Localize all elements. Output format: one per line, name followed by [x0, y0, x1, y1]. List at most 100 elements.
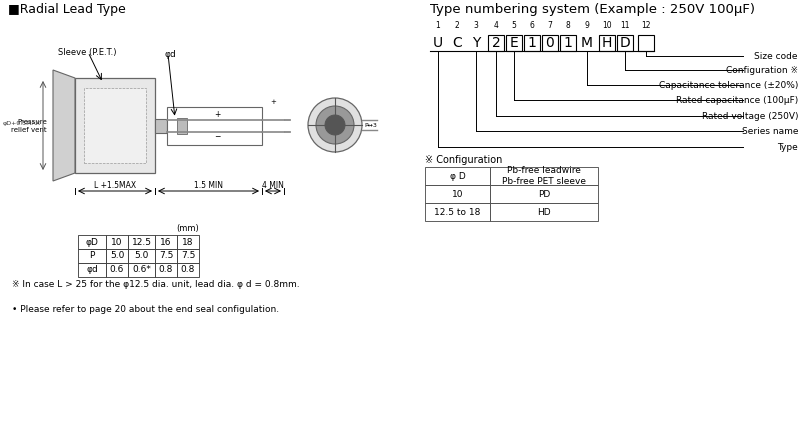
Bar	[490, 185, 598, 203]
Circle shape	[308, 98, 362, 152]
Text: 9: 9	[585, 21, 590, 30]
Bar	[128, 263, 155, 277]
Bar	[490, 167, 598, 185]
Text: +: +	[214, 109, 220, 118]
Text: P↔3: P↔3	[364, 123, 377, 128]
Bar	[506, 35, 522, 51]
Text: φD+0.5MAX: φD+0.5MAX	[3, 121, 41, 126]
Text: Capacitance tolerance (±20%): Capacitance tolerance (±20%)	[658, 81, 798, 89]
Text: Configuration ※: Configuration ※	[726, 66, 798, 74]
Bar	[638, 35, 654, 51]
Bar	[128, 235, 155, 249]
Text: 8: 8	[566, 21, 570, 30]
Text: 5.0: 5.0	[134, 252, 149, 260]
Text: φd: φd	[164, 50, 176, 59]
Text: ※ In case L > 25 for the φ12.5 dia. unit, lead dia. φ d = 0.8mm.: ※ In case L > 25 for the φ12.5 dia. unit…	[12, 280, 300, 289]
Bar	[155, 263, 177, 277]
Bar	[78, 235, 106, 249]
Text: 4: 4	[494, 21, 498, 30]
Bar	[425, 167, 490, 185]
Polygon shape	[53, 70, 75, 181]
Text: 12.5 to 18: 12.5 to 18	[434, 207, 481, 217]
Text: C: C	[452, 36, 462, 50]
Text: ■Radial Lead Type: ■Radial Lead Type	[8, 3, 126, 16]
Text: 5: 5	[511, 21, 517, 30]
Text: 0: 0	[546, 36, 554, 50]
Bar	[177, 249, 199, 263]
Bar	[106, 263, 128, 277]
Text: Pb-free leadwire
Pb-free PET sleeve: Pb-free leadwire Pb-free PET sleeve	[502, 166, 586, 186]
Bar	[177, 235, 199, 249]
Text: 7.5: 7.5	[159, 252, 173, 260]
Text: 10: 10	[111, 237, 122, 246]
Text: P: P	[90, 252, 94, 260]
Text: E: E	[510, 36, 518, 50]
Text: Type numbering system (Example : 250V 100μF): Type numbering system (Example : 250V 10…	[430, 3, 755, 16]
Text: 0.8: 0.8	[181, 265, 195, 275]
Text: 10: 10	[452, 190, 463, 198]
Text: U: U	[433, 36, 443, 50]
Bar	[78, 249, 106, 263]
Text: 16: 16	[160, 237, 172, 246]
Bar	[488, 35, 504, 51]
Text: HD: HD	[537, 207, 551, 217]
Text: 3: 3	[474, 21, 478, 30]
Text: 11: 11	[620, 21, 630, 30]
Text: 10: 10	[602, 21, 612, 30]
Text: 4 MIN: 4 MIN	[262, 181, 284, 190]
Circle shape	[316, 106, 354, 144]
Text: Sleeve (P.E.T.): Sleeve (P.E.T.)	[58, 48, 117, 57]
Text: ※ Configuration: ※ Configuration	[425, 155, 502, 165]
Text: 1: 1	[563, 36, 573, 50]
Bar	[78, 263, 106, 277]
Text: φD: φD	[86, 237, 98, 246]
Text: 7.5: 7.5	[181, 252, 195, 260]
Bar	[167, 106, 262, 144]
Bar	[106, 249, 128, 263]
Text: Rated voltage (250V): Rated voltage (250V)	[702, 112, 798, 120]
Bar	[284, 131, 290, 132]
Text: Y: Y	[472, 36, 480, 50]
Bar	[284, 119, 290, 120]
Text: H: H	[602, 36, 612, 50]
Text: 6: 6	[530, 21, 534, 30]
Bar	[84, 88, 146, 163]
Text: φd: φd	[86, 265, 98, 275]
Text: 1: 1	[527, 36, 537, 50]
Bar	[155, 235, 177, 249]
Text: L +1.5MAX: L +1.5MAX	[94, 181, 136, 190]
Bar	[524, 35, 540, 51]
Text: 5.0: 5.0	[110, 252, 124, 260]
Text: 1.5 MIN: 1.5 MIN	[194, 181, 223, 190]
Text: 0.6*: 0.6*	[132, 265, 151, 275]
Text: 2: 2	[454, 21, 459, 30]
Text: Pressure: Pressure	[18, 118, 47, 124]
Text: 7: 7	[547, 21, 553, 30]
Bar	[542, 35, 558, 51]
Text: Type: Type	[778, 143, 798, 152]
Bar	[425, 203, 490, 221]
Text: −: −	[214, 132, 220, 141]
Bar	[490, 203, 598, 221]
Bar	[75, 78, 155, 173]
Text: (mm): (mm)	[176, 224, 199, 233]
Text: M: M	[581, 36, 593, 50]
Text: 12.5: 12.5	[131, 237, 151, 246]
Bar	[599, 35, 615, 51]
Text: 0.6: 0.6	[110, 265, 124, 275]
Text: Series name: Series name	[742, 127, 798, 136]
Text: φ D: φ D	[450, 171, 466, 180]
Text: 12: 12	[642, 21, 650, 30]
Text: 2: 2	[492, 36, 500, 50]
Text: Size code: Size code	[754, 51, 798, 61]
Bar	[177, 263, 199, 277]
Bar	[128, 249, 155, 263]
Text: 18: 18	[182, 237, 194, 246]
Bar	[617, 35, 633, 51]
Text: PD: PD	[538, 190, 550, 198]
Text: relief vent: relief vent	[11, 127, 47, 132]
Text: +: +	[270, 98, 276, 105]
Bar	[425, 185, 490, 203]
Bar	[177, 117, 187, 133]
Text: Rated capacitance (100μF): Rated capacitance (100μF)	[676, 96, 798, 105]
